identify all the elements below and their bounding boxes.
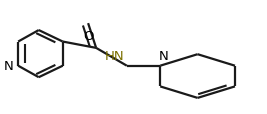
Text: N: N xyxy=(159,50,169,63)
Text: N: N xyxy=(3,60,13,73)
Text: O: O xyxy=(83,30,93,43)
Text: HN: HN xyxy=(104,50,124,63)
